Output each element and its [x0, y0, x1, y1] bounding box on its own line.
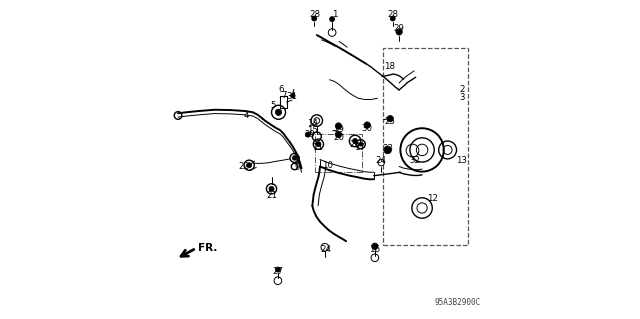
Circle shape: [316, 142, 321, 147]
Text: 8: 8: [294, 156, 300, 165]
Text: 28: 28: [310, 10, 321, 19]
Circle shape: [335, 123, 342, 129]
Circle shape: [372, 243, 378, 249]
Text: 16: 16: [369, 245, 380, 254]
Circle shape: [292, 156, 297, 160]
Circle shape: [359, 142, 363, 146]
Text: 29: 29: [394, 24, 404, 33]
Text: 27: 27: [273, 267, 284, 276]
Text: 24: 24: [376, 156, 387, 165]
Circle shape: [246, 163, 252, 168]
Text: 28: 28: [387, 10, 398, 19]
Circle shape: [275, 109, 282, 115]
Text: 7: 7: [282, 91, 287, 100]
Circle shape: [390, 16, 396, 21]
Text: 1: 1: [332, 10, 337, 19]
Text: 95A3B2900C: 95A3B2900C: [434, 298, 480, 307]
Text: 14: 14: [307, 119, 319, 128]
Text: 21: 21: [266, 191, 277, 200]
Text: 4: 4: [243, 111, 249, 120]
Text: 31: 31: [287, 92, 298, 101]
Text: 29: 29: [305, 130, 316, 139]
Text: 18: 18: [384, 63, 395, 71]
Text: 15: 15: [307, 126, 319, 135]
Circle shape: [291, 93, 295, 98]
Bar: [383, 48, 468, 245]
Text: 20: 20: [333, 133, 344, 142]
Text: 9: 9: [294, 163, 300, 172]
Text: 19: 19: [333, 125, 344, 134]
Text: 11: 11: [312, 143, 323, 152]
Circle shape: [384, 146, 392, 154]
Bar: [315, 134, 362, 172]
Circle shape: [387, 115, 394, 122]
Text: 26: 26: [349, 140, 360, 149]
Text: 10: 10: [321, 161, 333, 170]
Text: 24: 24: [320, 245, 332, 254]
Text: 17: 17: [355, 143, 365, 152]
Text: 2: 2: [460, 85, 465, 94]
Circle shape: [275, 267, 280, 272]
Text: 13: 13: [456, 156, 467, 165]
Text: 12: 12: [427, 194, 438, 203]
Text: FR.: FR.: [198, 243, 218, 253]
Text: 22: 22: [239, 162, 250, 171]
Circle shape: [312, 16, 317, 21]
Circle shape: [353, 138, 358, 144]
Circle shape: [364, 122, 371, 128]
Circle shape: [335, 131, 342, 138]
Circle shape: [269, 186, 274, 191]
Text: 23: 23: [382, 144, 393, 153]
Text: 3: 3: [460, 93, 465, 102]
Circle shape: [305, 132, 310, 137]
Text: 30: 30: [362, 124, 372, 133]
Circle shape: [396, 29, 403, 35]
Text: 25: 25: [384, 117, 395, 126]
Text: 6: 6: [278, 85, 284, 94]
Text: 32: 32: [410, 156, 420, 165]
Circle shape: [330, 17, 335, 22]
Text: 5: 5: [270, 101, 276, 110]
